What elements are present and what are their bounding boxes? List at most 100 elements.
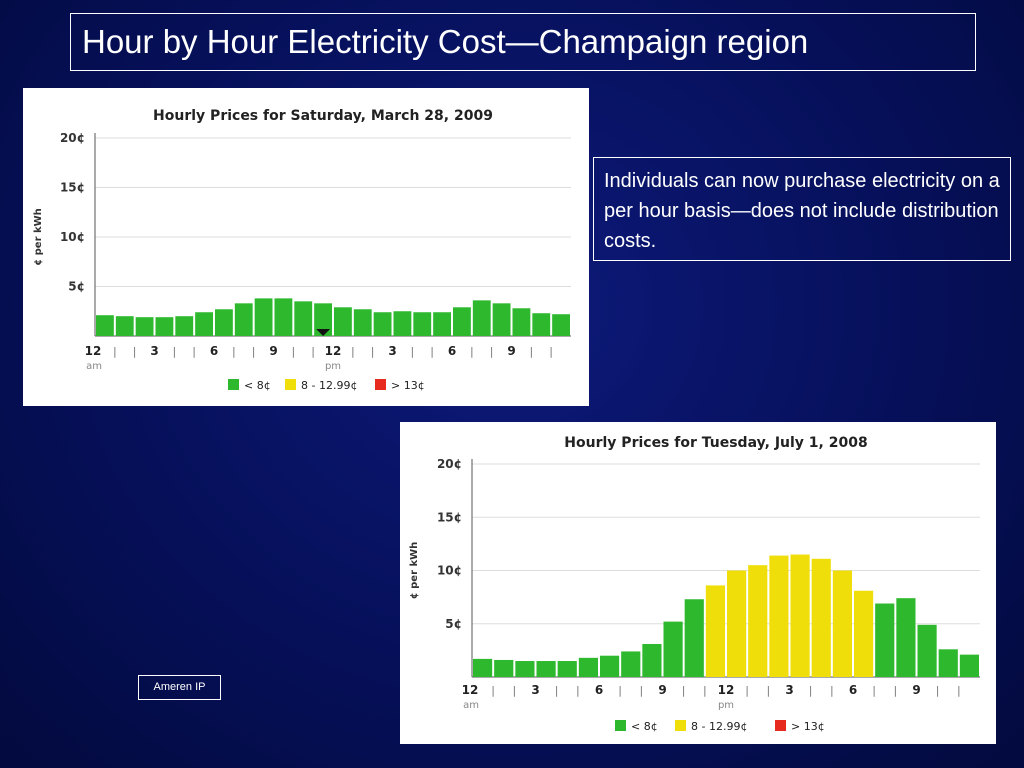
source-label: Ameren IP: [138, 675, 221, 700]
bar-hour-8: [642, 643, 662, 677]
bar-hour-17: [433, 312, 451, 336]
y-tick-label: 20¢: [60, 131, 85, 145]
bar-hour-23: [552, 314, 570, 336]
legend-label-1: 8 - 12.99¢: [691, 720, 747, 733]
bar-hour-4: [175, 316, 194, 336]
bar-hour-17: [832, 570, 852, 677]
bar-hour-18: [854, 590, 874, 677]
x-tick-label: 9: [507, 344, 515, 358]
bar-hour-8: [254, 298, 273, 336]
x-tick-label: |: [410, 345, 414, 358]
pm-label: pm: [325, 361, 341, 372]
x-tick-label: |: [745, 684, 749, 697]
legend-swatch-1: [285, 379, 296, 390]
x-tick-label: |: [682, 684, 686, 697]
chart-saturday-march-28-2009: Hourly Prices for Saturday, March 28, 20…: [23, 88, 589, 406]
y-tick-label: 15¢: [437, 510, 462, 524]
bar-hour-9: [663, 621, 683, 677]
x-tick-label: 12: [325, 344, 342, 358]
chart2-svg: Hourly Prices for Tuesday, July 1, 2008 ¢…: [409, 435, 980, 733]
chart1-svg: Hourly Prices for Saturday, March 28, 20…: [33, 108, 571, 392]
legend-label-2: > 13¢: [791, 720, 825, 733]
bar-hour-19: [875, 603, 895, 677]
bar-hour-16: [811, 558, 831, 677]
y-tick-label: 10¢: [60, 230, 85, 244]
bar-hour-0: [473, 658, 493, 677]
bar-hour-15: [393, 311, 412, 336]
legend-label-1: 8 - 12.99¢: [301, 379, 357, 392]
legend-label-0: < 8¢: [244, 379, 271, 392]
am-label: am: [463, 700, 479, 711]
x-tick-label: |: [618, 684, 622, 697]
x-tick-label: 3: [785, 683, 793, 697]
bar-hour-13: [748, 565, 768, 677]
legend-swatch-0: [228, 379, 239, 390]
legend-swatch-2: [775, 720, 786, 731]
note-text: Individuals can now purchase electricity…: [593, 157, 1011, 261]
y-axis-label: ¢ per kWh: [33, 208, 44, 266]
x-tick-label: 6: [849, 683, 857, 697]
y-tick-label: 5¢: [445, 617, 462, 631]
x-tick-label: |: [252, 345, 256, 358]
y-tick-label: 5¢: [68, 280, 85, 294]
legend-label-0: < 8¢: [631, 720, 658, 733]
x-tick-label: 12: [85, 344, 102, 358]
y-axis-label: ¢ per kWh: [409, 542, 420, 600]
bar-hour-5: [578, 657, 598, 677]
bar-hour-23: [959, 654, 979, 677]
bar-hour-22: [532, 313, 551, 336]
y-tick-label: 20¢: [437, 457, 462, 471]
x-tick-label: 9: [269, 344, 277, 358]
bar-hour-9: [274, 298, 293, 336]
x-tick-label: |: [430, 345, 434, 358]
x-tick-label: 3: [531, 683, 539, 697]
x-tick-label: |: [529, 345, 533, 358]
x-tick-label: |: [809, 684, 813, 697]
bar-hour-15: [790, 554, 810, 677]
x-tick-label: 9: [912, 683, 920, 697]
x-tick-label: |: [232, 345, 236, 358]
x-tick-label: |: [512, 684, 516, 697]
chart-title: Hourly Prices for Saturday, March 28, 20…: [153, 108, 493, 124]
bar-hour-7: [234, 303, 253, 336]
y-tick-label: 10¢: [437, 564, 462, 578]
bar-hour-1: [115, 316, 134, 336]
x-tick-label: |: [766, 684, 770, 697]
x-tick-label: |: [291, 345, 295, 358]
x-tick-label: 3: [388, 344, 396, 358]
chart-tuesday-july-1-2008: Hourly Prices for Tuesday, July 1, 2008 ¢…: [400, 422, 996, 744]
bar-hour-16: [413, 312, 432, 336]
bar-hour-7: [621, 651, 641, 677]
bar-hour-2: [135, 317, 154, 336]
x-tick-label: 12: [462, 683, 479, 697]
x-tick-label: |: [639, 684, 643, 697]
bar-hour-10: [684, 599, 704, 677]
x-tick-label: 9: [658, 683, 666, 697]
x-tick-label: |: [113, 345, 117, 358]
x-tick-label: |: [555, 684, 559, 697]
x-tick-label: |: [172, 345, 176, 358]
slide-title: Hour by Hour Electricity Cost—Champaign …: [70, 13, 976, 71]
bar-hour-4: [557, 661, 577, 677]
bar-hour-20: [896, 598, 916, 677]
bar-hour-6: [600, 655, 620, 677]
bar-hour-3: [155, 317, 174, 336]
bar-hour-6: [215, 309, 233, 336]
x-tick-label: 6: [210, 344, 218, 358]
bar-hour-3: [536, 661, 556, 677]
bar-hour-5: [195, 312, 213, 336]
x-tick-label: 6: [595, 683, 603, 697]
x-tick-label: |: [311, 345, 315, 358]
bar-hour-0: [96, 315, 114, 336]
am-label: am: [86, 361, 102, 372]
bar-hour-22: [938, 649, 958, 677]
bar-hour-12: [727, 570, 747, 677]
bar-hour-11: [705, 585, 725, 677]
x-tick-label: |: [351, 345, 355, 358]
bar-hour-20: [492, 303, 511, 336]
chart-title: Hourly Prices for Tuesday, July 1, 2008: [564, 435, 867, 451]
bar-hour-14: [769, 555, 789, 677]
bar-hour-19: [472, 300, 491, 336]
bar-hour-14: [373, 312, 392, 336]
x-tick-label: |: [549, 345, 553, 358]
